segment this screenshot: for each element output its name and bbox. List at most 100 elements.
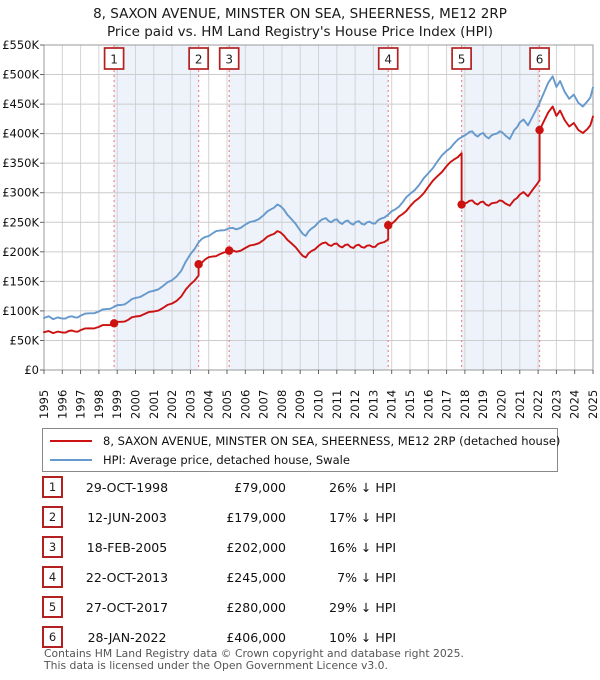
table-row: 6 28-JAN-2022 £406,000 10% ↓ HPI <box>42 626 442 648</box>
sale-date: 29-OCT-1998 <box>85 479 169 495</box>
sale-point-marker <box>109 319 119 328</box>
sale-number-box <box>529 47 550 70</box>
x-axis-label: 2023 <box>549 390 563 419</box>
x-axis-label: 1998 <box>92 390 106 419</box>
x-axis-label: 2016 <box>421 390 435 419</box>
sale-hpi-diff: 26% ↓ HPI <box>329 479 396 495</box>
page-title: 8, SAXON AVENUE, MINSTER ON SEA, SHEERNE… <box>93 6 507 22</box>
y-axis-label: £400K <box>2 127 39 141</box>
x-axis-label: 1996 <box>55 390 69 419</box>
table-row: 1 29-OCT-1998 £79,000 26% ↓ HPI <box>42 476 442 498</box>
sale-date: 18-FEB-2005 <box>86 539 168 555</box>
x-axis-label: 2004 <box>202 390 216 419</box>
chart-legend: 8, SAXON AVENUE, MINSTER ON SEA, SHEERNE… <box>42 428 561 472</box>
x-axis-label: 2014 <box>385 390 399 419</box>
table-row: 2 12-JUN-2003 £179,000 17% ↓ HPI <box>42 506 442 528</box>
x-axis-label: 2001 <box>147 390 161 419</box>
sale-marker-number: 4 <box>42 566 63 588</box>
sale-marker-number: 1 <box>42 476 63 498</box>
x-axis-label: 2005 <box>220 390 234 419</box>
x-axis-label: 2022 <box>531 390 545 419</box>
y-axis-label: £500K <box>2 68 39 82</box>
x-axis-label: 2020 <box>495 390 509 419</box>
property-price-line <box>43 105 594 335</box>
x-axis-label: 1997 <box>74 390 88 419</box>
shaded-period <box>461 45 540 370</box>
sale-hpi-diff: 7% ↓ HPI <box>337 569 396 585</box>
sale-date: 27-OCT-2017 <box>85 599 169 615</box>
x-axis-label: 2021 <box>513 390 527 419</box>
table-row: 4 22-OCT-2013 £245,000 7% ↓ HPI <box>42 566 442 588</box>
sale-price: £179,000 <box>226 509 286 525</box>
sale-price: £406,000 <box>226 629 286 645</box>
sale-point-marker <box>194 260 203 269</box>
x-axis-label: 2019 <box>476 390 490 419</box>
sale-point-marker <box>535 125 544 135</box>
legend-label-hpi: HPI: Average price, detached house, Swal… <box>103 452 350 467</box>
sale-point-marker <box>457 200 466 209</box>
sale-number-box <box>377 47 399 70</box>
y-axis-label: £150K <box>2 274 39 288</box>
shaded-period <box>114 45 199 370</box>
x-axis-label: 2024 <box>568 390 582 419</box>
sale-hpi-diff: 29% ↓ HPI <box>329 599 396 615</box>
legend-item-property: 8, SAXON AVENUE, MINSTER ON SEA, SHEERNE… <box>43 431 561 450</box>
sale-price: £79,000 <box>234 479 286 495</box>
y-axis-label: £300K <box>2 186 39 200</box>
y-axis-label: £50K <box>10 333 40 347</box>
sale-date: 12-JUN-2003 <box>87 509 167 525</box>
sale-date: 28-JAN-2022 <box>87 629 167 645</box>
x-axis-label: 2009 <box>293 390 307 419</box>
sale-number-box <box>103 47 125 70</box>
hpi-line-swatch <box>50 458 92 461</box>
sale-number-label: 1 <box>110 53 118 67</box>
sale-point-marker <box>384 221 393 230</box>
x-axis-label: 2007 <box>257 390 271 419</box>
x-axis-label: 2017 <box>440 390 454 419</box>
legend-label-property: 8, SAXON AVENUE, MINSTER ON SEA, SHEERNE… <box>103 433 561 448</box>
sale-number-box <box>451 47 472 70</box>
y-axis-label: £550K <box>2 38 39 52</box>
sale-point-marker <box>224 246 234 255</box>
x-axis-label: 2025 <box>586 390 600 419</box>
table-row: 5 27-OCT-2017 £280,000 29% ↓ HPI <box>42 596 442 618</box>
sale-number-label: 4 <box>384 53 392 67</box>
y-axis-label: £200K <box>2 245 39 259</box>
page-subtitle: Price paid vs. HM Land Registry's House … <box>107 24 493 40</box>
y-axis-label: £0 <box>24 363 39 377</box>
x-axis-label: 2013 <box>366 390 380 419</box>
sale-hpi-diff: 16% ↓ HPI <box>329 539 396 555</box>
sale-marker-number: 5 <box>42 596 63 618</box>
x-axis-label: 2002 <box>165 390 179 419</box>
x-axis-label: 2000 <box>129 390 143 419</box>
x-axis-label: 2006 <box>238 390 252 419</box>
legend-item-hpi: HPI: Average price, detached house, Swal… <box>43 450 557 469</box>
sale-number-label: 3 <box>225 53 233 67</box>
hpi-line <box>43 75 594 321</box>
sale-number-label: 6 <box>536 53 544 67</box>
sale-number-box <box>188 47 209 70</box>
footer-line-2: This data is licensed under the Open Gov… <box>44 659 388 672</box>
x-axis-label: 2012 <box>348 390 362 419</box>
sale-hpi-diff: 10% ↓ HPI <box>329 629 396 645</box>
x-axis-label: 1999 <box>110 390 124 419</box>
y-axis-label: £450K <box>2 97 39 111</box>
sale-number-label: 2 <box>195 53 203 67</box>
sale-price: £280,000 <box>226 599 286 615</box>
shaded-period <box>229 45 389 370</box>
sale-marker-number: 2 <box>42 506 63 528</box>
sale-number-label: 5 <box>458 53 466 67</box>
sale-date: 22-OCT-2013 <box>85 569 169 585</box>
sale-marker-number: 6 <box>42 626 63 648</box>
y-axis-label: £350K <box>2 156 39 170</box>
x-axis-label: 2003 <box>183 390 197 419</box>
y-axis-label: £250K <box>2 215 39 229</box>
sale-price: £202,000 <box>226 539 286 555</box>
footer-line-1: Contains HM Land Registry data © Crown c… <box>44 647 464 660</box>
table-row: 3 18-FEB-2005 £202,000 16% ↓ HPI <box>42 536 442 558</box>
price-chart: £550K £500K £450K £400K £350K £300K £250K £200K… <box>2 38 600 419</box>
x-axis-label: 1995 <box>37 390 51 419</box>
y-axis-label: £100K <box>2 304 39 318</box>
property-line-swatch <box>50 439 92 442</box>
